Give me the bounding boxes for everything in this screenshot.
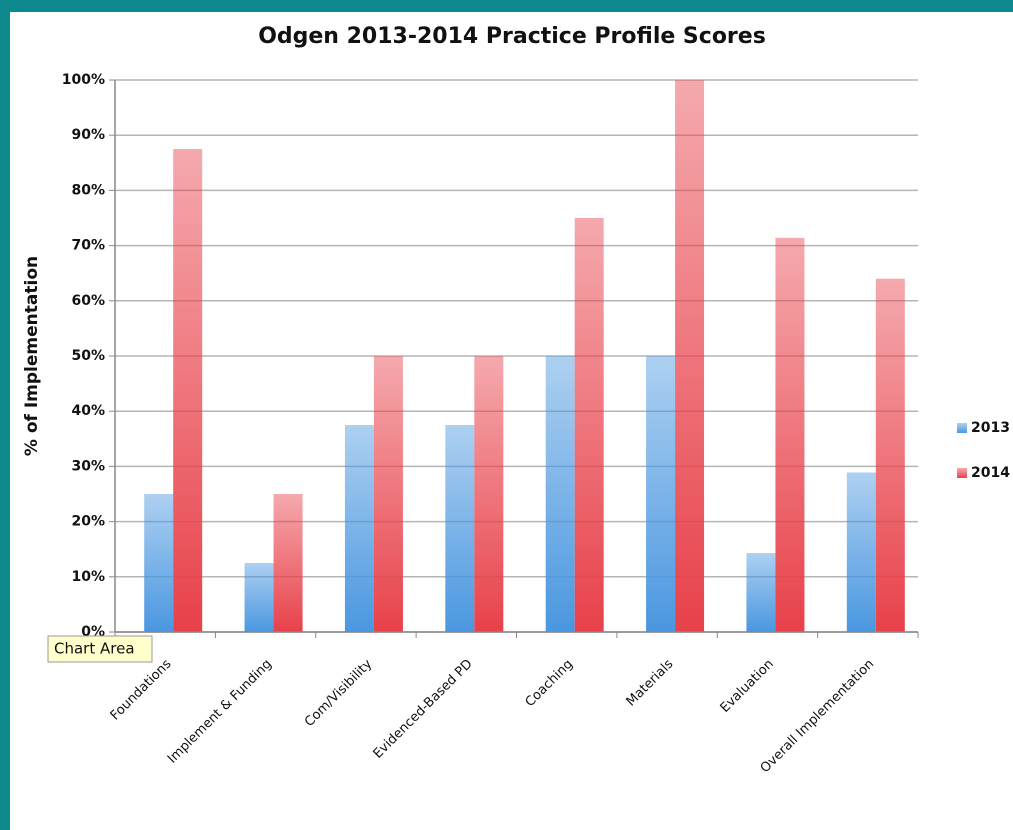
y-tick-label: 100% <box>62 72 105 88</box>
bar <box>144 494 174 632</box>
legend-swatch <box>957 468 967 478</box>
y-axis-title: % of Implementation <box>22 256 42 456</box>
bar <box>675 80 705 632</box>
tooltip-text: Chart Area <box>54 640 135 658</box>
y-tick-label: 80% <box>71 182 105 198</box>
legend-label: 2014 <box>971 465 1010 481</box>
bar <box>775 237 805 632</box>
bar <box>846 472 876 632</box>
bar <box>445 425 475 632</box>
y-tick-label: 30% <box>71 458 105 474</box>
bar <box>344 425 374 632</box>
y-tick-label: 60% <box>71 293 105 309</box>
bar <box>875 278 905 632</box>
y-tick-label: 40% <box>71 403 105 419</box>
bar <box>545 356 575 632</box>
legend-swatch <box>957 423 967 433</box>
y-tick-label: 20% <box>71 514 105 530</box>
tooltip-box <box>47 635 153 663</box>
legend-label: 2013 <box>971 420 1010 436</box>
chart-title: Odgen 2013-2014 Practice Profile Scores <box>258 24 766 49</box>
bar <box>746 553 776 632</box>
y-tick-label: 50% <box>71 348 105 364</box>
bar <box>244 563 274 632</box>
bar <box>173 149 203 632</box>
bar <box>273 494 303 632</box>
bar <box>474 356 504 632</box>
bar <box>574 218 604 632</box>
y-tick-label: 10% <box>71 569 105 585</box>
y-tick-label: 70% <box>71 238 105 254</box>
y-tick-label: 90% <box>71 127 105 143</box>
tooltip: Chart Area <box>47 635 153 663</box>
bar <box>373 356 403 632</box>
bar <box>646 356 676 632</box>
